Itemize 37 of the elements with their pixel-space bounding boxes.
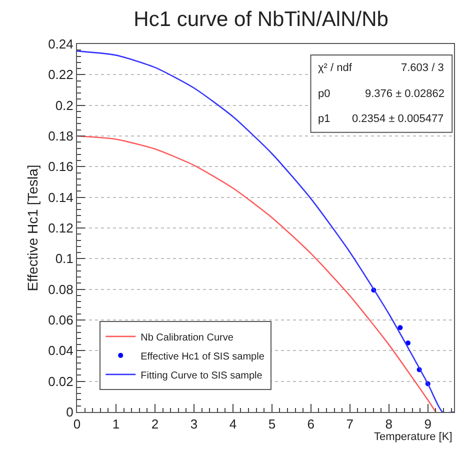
y-tick-label: 0.24	[48, 36, 74, 52]
legend-label: Nb Calibration Curve	[140, 332, 234, 344]
y-tick-label: 0.02	[48, 374, 74, 389]
y-tick-label: 0.14	[48, 190, 74, 205]
y-tick-label: 0	[66, 404, 74, 420]
annotation: 7.603 / 3	[401, 62, 444, 74]
annotation: χ² / ndf	[318, 62, 353, 74]
line-series	[77, 135, 436, 412]
y-tick-label: 0.2	[55, 98, 74, 113]
y-tick-label: 0.16	[48, 159, 74, 174]
x-tick-label: 1	[112, 416, 120, 432]
annotation: p1	[318, 113, 330, 125]
x-tick-label: 6	[307, 416, 315, 432]
x-tick-label: 2	[151, 416, 159, 432]
x-tick-label: 9	[424, 416, 432, 432]
annotation: 9.376 ± 0.02862	[365, 88, 444, 100]
annotation: 0.2354 ± 0.005477	[352, 113, 444, 125]
x-axis-title: Temperature [K]	[374, 431, 452, 443]
y-tick-label: 0.18	[48, 128, 74, 144]
y-tick-label: 0.08	[48, 282, 74, 297]
x-tick-label: 4	[229, 416, 237, 432]
y-tick-label: 0.1	[55, 251, 74, 266]
x-tick-label: 5	[268, 416, 276, 432]
legend-label: Effective Hc1 of SIS sample	[140, 351, 265, 362]
line-series	[77, 50, 454, 412]
annotation: p0	[318, 88, 330, 100]
y-tick-label: 0.12	[48, 220, 74, 236]
legend-label: Fitting Curve to SIS sample	[140, 370, 263, 382]
chart-title: Hc1 curve of NbTiN/AlN/Nb	[134, 8, 388, 31]
x-tick-label: 3	[190, 416, 198, 432]
x-tick-label: 7	[346, 416, 354, 432]
y-tick-label: 0.22	[48, 67, 74, 82]
x-tick-label: 8	[385, 416, 393, 432]
y-axis-title: Effective Hc1 [Tesla]	[24, 164, 41, 292]
y-tick-label: 0.06	[48, 312, 74, 328]
y-tick-label: 0.04	[48, 343, 74, 358]
point	[398, 325, 403, 330]
